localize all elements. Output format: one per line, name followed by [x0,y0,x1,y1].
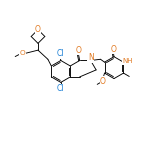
Text: O: O [35,25,41,34]
Text: NH: NH [123,58,133,64]
Text: O: O [20,50,25,56]
Text: Cl: Cl [57,84,65,93]
Text: Cl: Cl [56,49,64,59]
Text: O: O [75,46,81,55]
Text: O: O [110,45,116,54]
Text: O: O [100,76,106,86]
Text: N: N [88,53,93,62]
